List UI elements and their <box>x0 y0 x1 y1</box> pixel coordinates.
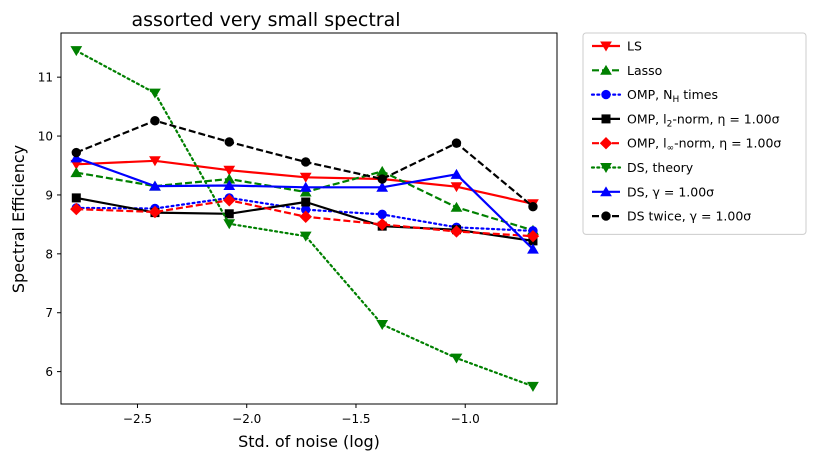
series-8-point-6 <box>451 138 462 148</box>
legend-label: Lasso <box>627 63 662 78</box>
legend-swatch-marker <box>600 163 612 173</box>
series-1 <box>70 156 539 210</box>
series-6-point-5 <box>376 320 389 330</box>
x-tick-label: −1.0 <box>451 412 480 426</box>
legend-entry-8: DS twice, γ = 1.00σ <box>592 209 751 224</box>
series-1-point-4 <box>299 172 312 183</box>
series-8-point-1 <box>71 147 81 158</box>
series-6 <box>70 46 539 392</box>
series-6-point-6 <box>450 353 463 364</box>
series-5-point-5 <box>375 218 389 231</box>
legend-label: DS, γ = 1.00σ <box>627 184 714 199</box>
series-5-point-1 <box>70 202 83 216</box>
series-6-point-7 <box>527 381 539 392</box>
series-4-point-3 <box>224 209 234 219</box>
series-2-point-6 <box>450 201 463 212</box>
legend-swatch-marker <box>601 114 611 124</box>
legend-label: DS, theory <box>627 160 694 175</box>
x-tick-label: −2.5 <box>123 412 152 426</box>
series-5 <box>70 194 540 243</box>
legend-entry-2: Lasso <box>592 63 662 78</box>
legend-label: OMP, l∞-norm, η = 1.00σ <box>627 136 781 154</box>
y-tick-label: 10 <box>38 130 53 144</box>
legend-swatch-marker <box>601 211 611 221</box>
x-tick-label: −1.5 <box>341 412 370 426</box>
x-tick-label: −2.0 <box>232 412 261 426</box>
legend-swatch-marker <box>601 89 611 100</box>
legend-swatch-marker <box>600 41 612 52</box>
series-1-point-2 <box>149 156 161 167</box>
legend-entry-3: OMP, NH times <box>590 87 718 105</box>
series-7-point-5 <box>376 181 389 192</box>
legend-entry-1: LS <box>592 39 642 54</box>
chart-title: assorted very small spectral <box>131 9 400 31</box>
series-8-point-7 <box>528 202 538 212</box>
series-7-point-1 <box>70 152 83 163</box>
series-7-point-4 <box>299 181 312 192</box>
series-6-point-1 <box>70 46 83 57</box>
series-7-point-7 <box>527 243 539 254</box>
series-5-point-7 <box>526 229 540 243</box>
series-1-point-3 <box>223 165 236 176</box>
y-tick-label: 8 <box>45 247 53 261</box>
series-7-point-6 <box>450 168 463 179</box>
y-tick-label: 6 <box>45 365 53 379</box>
legend-swatch-marker <box>599 136 613 150</box>
y-axis-label: Spectral Efficiency <box>9 145 28 293</box>
legend-label: OMP, l2-norm, η = 1.00σ <box>627 111 780 129</box>
series-7-point-2 <box>149 180 161 191</box>
legend-entry-6: DS, theory <box>590 160 694 175</box>
series-7-point-3 <box>223 180 236 191</box>
y-tick-label: 11 <box>38 71 53 85</box>
series-5-point-4 <box>299 210 312 223</box>
legend-label: OMP, NH times <box>627 87 718 105</box>
series-4-point-1 <box>71 193 81 203</box>
legend-entry-7: DS, γ = 1.00σ <box>592 184 714 199</box>
series-5-point-6 <box>450 225 463 238</box>
legend-swatch-marker <box>600 64 612 75</box>
series-8-point-4 <box>301 157 311 167</box>
legend-swatch-marker <box>600 186 612 197</box>
axes: −2.5 −2.0 −1.5 −1.0 6 7 8 9 10 11 <box>38 32 558 426</box>
legend-box <box>582 32 807 235</box>
series-4-point-4 <box>301 197 311 207</box>
series-7 <box>70 152 539 254</box>
series-3-point-5 <box>377 209 387 220</box>
series-6-point-4 <box>299 231 312 242</box>
legend-label: LS <box>627 39 642 54</box>
series-5-point-3 <box>223 194 236 207</box>
legend-label: DS twice, γ = 1.00σ <box>627 209 751 224</box>
legend-entry-4: OMP, l2-norm, η = 1.00σ <box>592 111 780 129</box>
series-8 <box>71 116 538 212</box>
legend: LS Lasso OMP, NH times OMP, l2-norm, η = 1.… <box>582 32 807 235</box>
plot-frame <box>60 32 558 405</box>
plot-area <box>70 46 540 392</box>
legend-entry-5: OMP, l∞-norm, η = 1.00σ <box>592 136 781 154</box>
series-2-point-1 <box>70 167 83 178</box>
series-8-point-2 <box>150 116 160 126</box>
y-tick-label: 9 <box>45 188 53 202</box>
series-1-point-6 <box>450 182 463 193</box>
series-8-point-5 <box>377 174 387 184</box>
y-tick-label: 7 <box>45 306 53 320</box>
series-5-point-2 <box>148 205 162 219</box>
series-6-point-2 <box>149 88 161 99</box>
series-2-point-5 <box>376 165 389 176</box>
series-6-point-3 <box>223 219 236 230</box>
x-axis-label: Std. of noise (log) <box>238 432 380 451</box>
series-8-point-3 <box>224 137 234 147</box>
